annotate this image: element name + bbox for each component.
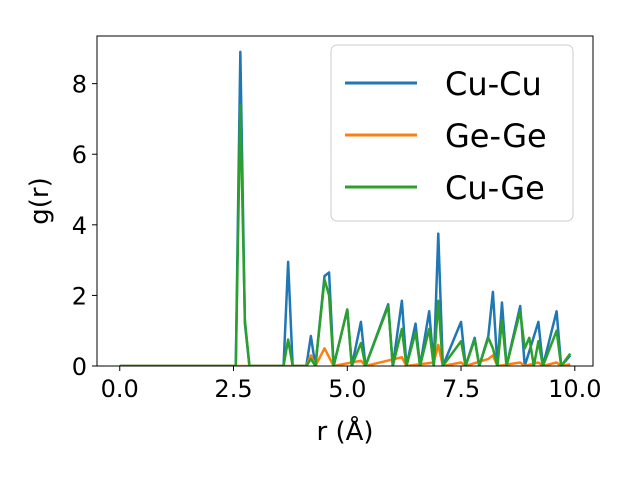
legend-box [330, 44, 574, 222]
plot-area [96, 35, 594, 367]
legend: Cu-Cu Ge-Ge Cu-Ge [330, 44, 574, 222]
y-axis-label: g(r) [25, 177, 55, 224]
y-tick-label: 2 [72, 282, 87, 310]
y-tick-label: 8 [72, 71, 87, 99]
legend-label: Ge-Ge [445, 117, 547, 155]
x-tick-label: 7.5 [442, 375, 480, 403]
series-line-ge-ge [119, 343, 571, 366]
legend-label: Cu-Cu [445, 65, 542, 103]
x-tick-label: 0.0 [101, 375, 139, 403]
series-line-cu-ge [119, 103, 572, 366]
y-tick-label: 4 [72, 212, 87, 240]
y-tick-label: 6 [72, 141, 87, 169]
x-tick-label: 5.0 [328, 375, 366, 403]
series-lines [119, 50, 572, 366]
x-tick-label: 2.5 [214, 375, 252, 403]
axis-ticks: 0.0 2.5 5.0 7.5 10.0 0 2 4 6 8 [72, 71, 602, 403]
y-tick-label: 0 [72, 353, 87, 381]
x-axis-label: r (Å) [316, 415, 373, 447]
x-tick-label: 10.0 [548, 375, 601, 403]
legend-label: Cu-Ge [445, 169, 545, 207]
